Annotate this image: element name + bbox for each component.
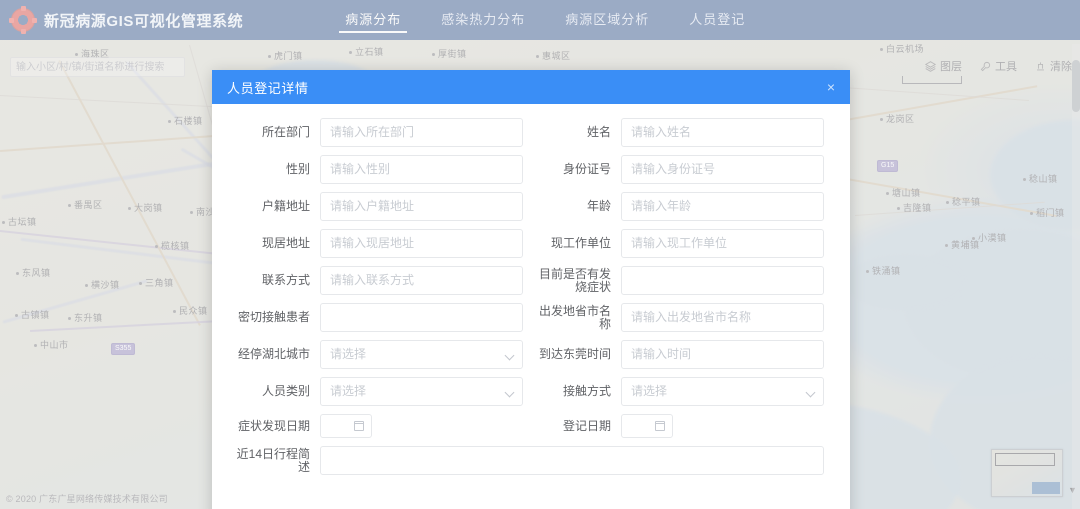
form-row: 所在部门 请输入所在部门 姓名 请输入姓名	[230, 118, 832, 147]
form-row: 近14日行程简述	[230, 446, 832, 475]
form-row: 症状发现日期 登记日期	[230, 414, 832, 438]
form-field: 目前是否有发烧症状	[531, 266, 832, 295]
field-control: 请输入姓名	[621, 118, 832, 147]
form-field: 现居地址 请输入现居地址	[230, 229, 531, 258]
field-control	[320, 446, 832, 475]
field-label: 年龄	[586, 199, 611, 213]
text-input-left[interactable]: 请输入现居地址	[320, 229, 523, 258]
field-label: 联系方式	[261, 273, 310, 287]
field-control: 请输入身份证号	[621, 155, 832, 184]
person-registration-dialog: 人员登记详情 × 所在部门 请输入所在部门 姓名 请输入姓名 性别 请输入性别 身份证号 请输…	[212, 70, 850, 509]
field-control: 请输入现工作单位	[621, 229, 832, 258]
field-label: 现居地址	[261, 236, 310, 250]
text-input-right[interactable]: 请输入现工作单位	[621, 229, 824, 258]
form-row: 密切接触患者 出发地省市名称 请输入出发地省市名称	[230, 303, 832, 332]
text-input-right[interactable]: 请输入姓名	[621, 118, 824, 147]
text-input-left[interactable]: 请输入户籍地址	[320, 192, 523, 221]
form-field: 姓名 请输入姓名	[531, 118, 832, 147]
text-input-right[interactable]: 请输入出发地省市名称	[621, 303, 824, 332]
form-row: 人员类别 请选择 接触方式 请选择	[230, 377, 832, 406]
field-control: 请选择	[320, 377, 531, 406]
field-control: 请输入年龄	[621, 192, 832, 221]
chevron-down-icon	[504, 350, 515, 361]
text-input-left[interactable]	[320, 303, 523, 332]
form-field: 联系方式 请输入联系方式	[230, 266, 531, 295]
form-field: 现工作单位 请输入现工作单位	[531, 229, 832, 258]
field-label: 户籍地址	[261, 199, 310, 213]
calendar-icon	[354, 421, 364, 431]
form-field: 出发地省市名称 请输入出发地省市名称	[531, 303, 832, 332]
text-input-left[interactable]	[320, 446, 824, 475]
form-field: 症状发现日期	[230, 414, 531, 438]
chevron-down-icon	[504, 387, 515, 398]
field-label: 接触方式	[562, 384, 611, 398]
text-input-right[interactable]: 请输入年龄	[621, 192, 824, 221]
field-label: 现工作单位	[550, 236, 611, 250]
form-field: 身份证号 请输入身份证号	[531, 155, 832, 184]
dialog-header: 人员登记详情 ×	[212, 70, 850, 104]
form-field: 登记日期	[531, 414, 832, 438]
dialog-title: 人员登记详情	[227, 80, 309, 96]
close-icon[interactable]: ×	[826, 79, 835, 95]
field-control: 请输入联系方式	[320, 266, 531, 295]
form-field: 年龄 请输入年龄	[531, 192, 832, 221]
form-field: 到达东莞时间 请输入时间	[531, 340, 832, 369]
field-control: 请选择	[621, 377, 832, 406]
field-control	[320, 303, 531, 332]
form-row: 现居地址 请输入现居地址 现工作单位 请输入现工作单位	[230, 229, 832, 258]
form-field: 性别 请输入性别	[230, 155, 531, 184]
field-control: 请输入时间	[621, 340, 832, 369]
text-input-right[interactable]: 请输入身份证号	[621, 155, 824, 184]
text-input-left[interactable]: 请输入所在部门	[320, 118, 523, 147]
form-row: 性别 请输入性别 身份证号 请输入身份证号	[230, 155, 832, 184]
field-label: 目前是否有发烧症状	[538, 266, 611, 294]
form-field: 密切接触患者	[230, 303, 531, 332]
field-label: 到达东莞时间	[538, 347, 611, 361]
field-control: 请输入户籍地址	[320, 192, 531, 221]
field-label: 所在部门	[261, 125, 310, 139]
calendar-icon	[655, 421, 665, 431]
form-row: 联系方式 请输入联系方式 目前是否有发烧症状	[230, 266, 832, 295]
field-label: 登记日期	[562, 418, 611, 433]
date-picker-left[interactable]	[320, 414, 372, 438]
field-label: 人员类别	[261, 384, 310, 398]
field-control	[621, 414, 832, 438]
form-field: 近14日行程简述	[230, 446, 832, 475]
field-control: 请输入性别	[320, 155, 531, 184]
chevron-down-icon	[805, 387, 816, 398]
field-control: 请输入所在部门	[320, 118, 531, 147]
field-label: 性别	[285, 162, 310, 176]
field-label: 身份证号	[562, 162, 611, 176]
form-field: 所在部门 请输入所在部门	[230, 118, 531, 147]
text-input-right[interactable]: 请输入时间	[621, 340, 824, 369]
form-field: 人员类别 请选择	[230, 377, 531, 406]
form-row: 经停湖北城市 请选择 到达东莞时间 请输入时间	[230, 340, 832, 369]
text-input-left[interactable]: 请输入性别	[320, 155, 523, 184]
text-input-right[interactable]	[621, 266, 824, 295]
field-label: 症状发现日期	[237, 418, 310, 433]
form-field: 接触方式 请选择	[531, 377, 832, 406]
form-field: 经停湖北城市 请选择	[230, 340, 531, 369]
select-left[interactable]: 请选择	[320, 340, 523, 369]
dialog-form: 所在部门 请输入所在部门 姓名 请输入姓名 性别 请输入性别 身份证号 请输入身份证号 户籍地址…	[212, 104, 850, 509]
date-picker-right[interactable]	[621, 414, 673, 438]
form-row: 户籍地址 请输入户籍地址 年龄 请输入年龄	[230, 192, 832, 221]
field-control: 请输入出发地省市名称	[621, 303, 832, 332]
field-label: 近14日行程简述	[236, 446, 310, 474]
field-control: 请输入现居地址	[320, 229, 531, 258]
select-right[interactable]: 请选择	[621, 377, 824, 406]
field-control: 请选择	[320, 340, 531, 369]
field-label: 姓名	[586, 125, 611, 139]
field-label: 经停湖北城市	[237, 347, 310, 361]
text-input-left[interactable]: 请输入联系方式	[320, 266, 523, 295]
field-label: 密切接触患者	[237, 310, 310, 324]
field-control	[320, 414, 531, 438]
field-label: 出发地省市名称	[538, 303, 611, 331]
form-field: 户籍地址 请输入户籍地址	[230, 192, 531, 221]
field-control	[621, 266, 832, 295]
select-left[interactable]: 请选择	[320, 377, 523, 406]
